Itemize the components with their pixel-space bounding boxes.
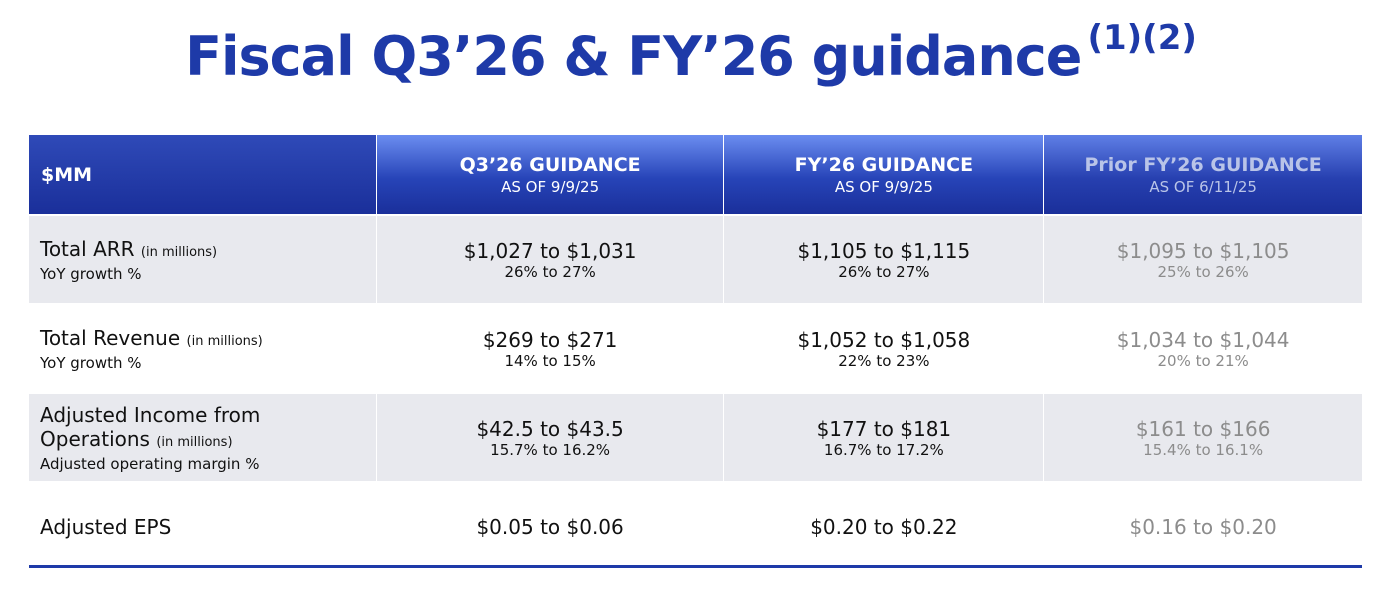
- row-label-cell: Adjusted EPS: [29, 483, 376, 571]
- bottom-divider: [29, 565, 1362, 568]
- q3-value: $0.05 to $0.06: [476, 515, 624, 539]
- fy-cell: $0.20 to $0.22: [724, 483, 1043, 571]
- header-q3-date: AS OF 9/9/25: [501, 177, 600, 196]
- row-sublabel: YoY growth %: [40, 264, 142, 283]
- fy-cell: $1,105 to $1,115 26% to 27%: [724, 216, 1044, 303]
- prior-value: $1,034 to $1,044: [1116, 327, 1290, 352]
- row-label-line2: Operations: [40, 426, 150, 451]
- fy-cell: $1,052 to $1,058 22% to 23%: [724, 305, 1043, 392]
- q3-cell: $1,027 to $1,031 26% to 27%: [376, 216, 724, 303]
- q3-cell: $269 to $271 14% to 15%: [377, 305, 724, 392]
- row-label: Total Revenue: [40, 325, 181, 350]
- row-sublabel: Adjusted operating margin %: [40, 454, 260, 473]
- page-title: Fiscal Q3’26 & FY’26 guidance (1)(2): [0, 18, 1382, 98]
- q3-margin: 15.7% to 16.2%: [490, 440, 611, 459]
- fy-growth: 22% to 23%: [838, 351, 930, 370]
- header-prior-date: AS OF 6/11/25: [1149, 177, 1257, 196]
- prior-growth: 20% to 21%: [1157, 351, 1249, 370]
- prior-cell: $1,095 to $1,105 25% to 26%: [1044, 216, 1363, 303]
- table-row-total-arr: Total ARR (in millions) YoY growth % $1,…: [29, 216, 1363, 303]
- q3-growth: 14% to 15%: [504, 351, 596, 370]
- header-fy-title: FY’26 GUIDANCE: [794, 153, 974, 176]
- header-q3-guidance: Q3’26 GUIDANCE AS OF 9/9/25: [376, 135, 724, 214]
- q3-cell: $0.05 to $0.06: [377, 483, 724, 571]
- prior-value: $0.16 to $0.20: [1129, 515, 1277, 539]
- row-unit: (in millions): [156, 434, 233, 450]
- prior-cell: $1,034 to $1,044 20% to 21%: [1044, 305, 1362, 392]
- fy-value: $0.20 to $0.22: [810, 515, 958, 539]
- fy-value: $1,105 to $1,115: [797, 238, 971, 263]
- header-fy-date: AS OF 9/9/25: [834, 177, 933, 196]
- header-prior-guidance: Prior FY’26 GUIDANCE AS OF 6/11/25: [1044, 135, 1363, 214]
- prior-margin: 15.4% to 16.1%: [1143, 440, 1264, 459]
- header-q3-title: Q3’26 GUIDANCE: [459, 153, 641, 176]
- row-label: Adjusted EPS: [40, 515, 172, 539]
- prior-growth: 25% to 26%: [1157, 262, 1249, 281]
- row-sublabel: YoY growth %: [40, 353, 142, 372]
- prior-cell: $161 to $166 15.4% to 16.1%: [1044, 394, 1363, 481]
- row-label-line1: Adjusted Income from: [40, 402, 261, 427]
- q3-value: $269 to $271: [482, 327, 618, 352]
- fy-value: $1,052 to $1,058: [797, 327, 971, 352]
- fy-margin: 16.7% to 17.2%: [823, 440, 944, 459]
- q3-cell: $42.5 to $43.5 15.7% to 16.2%: [376, 394, 724, 481]
- row-label-cell: Adjusted Income from Operations (in mill…: [29, 394, 376, 481]
- guidance-table: $MM Q3’26 GUIDANCE AS OF 9/9/25 FY’26 GU…: [29, 135, 1363, 571]
- row-unit: (in millions): [186, 333, 263, 349]
- header-metric: $MM: [29, 135, 376, 214]
- fy-value: $177 to $181: [816, 416, 952, 441]
- table-row-adjusted-eps: Adjusted EPS $0.05 to $0.06 $0.20 to $0.…: [29, 483, 1362, 571]
- header-fy-guidance: FY’26 GUIDANCE AS OF 9/9/25: [724, 135, 1044, 214]
- header-metric-label: $MM: [41, 163, 93, 186]
- row-label-cell: Total Revenue (in millions) YoY growth %: [29, 305, 376, 392]
- fy-growth: 26% to 27%: [838, 262, 930, 281]
- table-row-adjusted-income: Adjusted Income from Operations (in mill…: [29, 394, 1363, 481]
- row-label-cell: Total ARR (in millions) YoY growth %: [29, 216, 376, 303]
- q3-growth: 26% to 27%: [504, 262, 596, 281]
- row-unit: (in millions): [140, 244, 218, 260]
- row-label: Total ARR: [40, 236, 135, 261]
- table-row-total-revenue: Total Revenue (in millions) YoY growth %…: [29, 305, 1362, 392]
- title-footnotes: (1)(2): [1087, 18, 1197, 58]
- q3-value: $42.5 to $43.5: [476, 416, 624, 441]
- header-prior-title: Prior FY’26 GUIDANCE: [1084, 153, 1322, 176]
- prior-value: $1,095 to $1,105: [1116, 238, 1290, 263]
- table-header: $MM Q3’26 GUIDANCE AS OF 9/9/25 FY’26 GU…: [29, 135, 1363, 214]
- prior-cell: $0.16 to $0.20: [1044, 483, 1362, 571]
- prior-value: $161 to $166: [1135, 416, 1271, 441]
- q3-value: $1,027 to $1,031: [463, 238, 637, 263]
- title-text: Fiscal Q3’26 & FY’26 guidance: [185, 25, 1082, 88]
- fy-cell: $177 to $181 16.7% to 17.2%: [724, 394, 1044, 481]
